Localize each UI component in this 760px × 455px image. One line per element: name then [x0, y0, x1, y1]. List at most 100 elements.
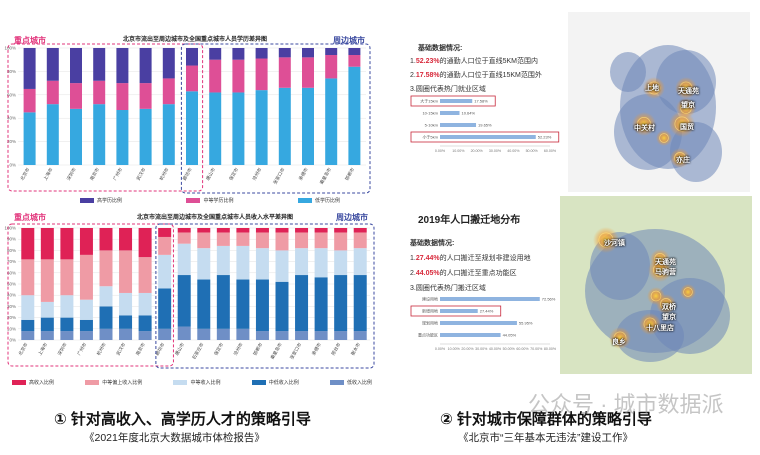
map2-hotspot-ring — [654, 253, 666, 265]
bar-0-0-11 — [278, 87, 291, 165]
map1-hotspot-ring — [679, 81, 693, 95]
right-caption: ② 针对城市保障群体的策略引导 — [440, 411, 652, 428]
edu-legend-item-0: 高学历比例 — [80, 197, 122, 204]
key-city-box — [7, 43, 204, 192]
bar-1-1-15 — [314, 277, 328, 332]
income-legend-item-2: 中等收入比例 — [173, 379, 220, 386]
bar-0-2-5 — [139, 48, 152, 84]
income-legend-label: 中低收入比例 — [268, 380, 299, 386]
edu-legend-swatch — [186, 198, 201, 203]
map1-density-area — [610, 52, 646, 92]
bar-0-0-6 — [162, 104, 175, 165]
bar-1-4-14 — [295, 228, 309, 233]
bar-1-0-12 — [255, 331, 269, 340]
edu-surround-city-tag: 周边城市 — [333, 36, 365, 45]
x-tick-label: 秦皇岛市 — [318, 166, 333, 186]
bar-1-1-6 — [138, 315, 152, 332]
map1-label-zhongguancun: 中关村 — [634, 125, 655, 132]
x-tick-label: 杭州市 — [158, 166, 171, 182]
bar-1-4-4 — [99, 228, 113, 251]
bar-1-0-7 — [158, 328, 172, 340]
income-legend-label: 高收入比例 — [29, 380, 55, 386]
map1-hotspot — [643, 77, 665, 99]
bar-1-0-2 — [60, 331, 74, 340]
bar-1-1-10 — [216, 275, 230, 329]
relocation-x-tick-label: 30.00% — [475, 347, 488, 351]
edu-legend-label: 低学历比例 — [314, 198, 340, 204]
bar-1-2-5 — [119, 292, 133, 316]
commute-x-tick-label: 20.00% — [471, 149, 484, 153]
map2-label-tiantongyuan: 天通苑 — [655, 259, 676, 266]
bar-0-2-1 — [46, 48, 59, 81]
bar-1-3-9 — [197, 232, 211, 249]
edu-legend-item-2: 低学历比例 — [297, 197, 340, 204]
relocation-heat-map — [560, 196, 752, 374]
relocation-category-label: 规划用地 — [422, 320, 438, 326]
y-tick-label: 60% — [7, 92, 16, 97]
x-tick-label: 唐山市 — [173, 341, 186, 357]
commute-category-label: 大于15km — [420, 98, 438, 104]
bar-1-2-14 — [295, 248, 309, 276]
bar-1-2-17 — [353, 248, 367, 276]
relocation-line-2: 2.44.05%的人口搬迁至重点功能区 — [410, 270, 517, 277]
bar-0-1-2 — [70, 83, 82, 109]
bar-0-0-0 — [23, 112, 36, 165]
bar-1-4-15 — [314, 228, 328, 233]
edu-legend-swatch — [80, 198, 94, 203]
commute-x-tick-label: 50.00% — [526, 149, 539, 153]
x-tick-label: 沧州市 — [232, 341, 245, 357]
map1-hotspot-ring — [647, 81, 661, 95]
bar-1-1-0 — [21, 319, 35, 332]
bar-0-1-11 — [278, 57, 291, 88]
income-legend-label: 中等收入比例 — [190, 380, 221, 386]
x-tick-label: 杭州市 — [95, 341, 108, 357]
edu-legend-swatch — [297, 198, 312, 203]
relocation-x-tick-label: 60.00% — [516, 347, 529, 351]
bar-1-3-17 — [353, 232, 367, 249]
bar-0-2-7 — [186, 48, 198, 66]
bar-1-1-2 — [60, 317, 74, 332]
relocation-line-3: 3.圆圈代表热门搬迁区域 — [410, 285, 486, 292]
bar-1-3-15 — [314, 232, 328, 249]
x-tick-label: 邢台市 — [330, 341, 343, 357]
bar-0-1-10 — [255, 58, 268, 91]
bar-1-0-8 — [177, 326, 191, 340]
bar-1-2-10 — [216, 245, 230, 276]
bar-0-0-12 — [302, 87, 314, 165]
bar-0-1-8 — [209, 59, 222, 93]
y-tick-label: 40% — [7, 116, 16, 121]
bar-0-2-0 — [23, 48, 36, 89]
bar-1-2-1 — [40, 301, 54, 318]
x-tick-label: 邯郸市 — [343, 166, 356, 182]
x-tick-label: 上海市 — [42, 166, 55, 182]
relocation-x-tick-label: 0.00% — [435, 347, 446, 351]
bar-1-4-9 — [197, 228, 211, 233]
bar-1-1-13 — [275, 281, 289, 332]
x-tick-label: 保定市 — [227, 166, 240, 182]
bar-1-4-2 — [60, 228, 74, 260]
commute-highlight-box — [410, 131, 560, 143]
income-legend: 高收入比例 中等偏上收入比例 中等收入比例 中低收入比例 低收入比例 — [12, 379, 372, 386]
commute-line-3: 3.圆圈代表热门就业区域 — [410, 86, 486, 93]
bar-1-1-8 — [177, 275, 191, 327]
relocation-category-label: 建设用地 — [422, 296, 438, 302]
commute-category-label: 5-10km — [425, 123, 439, 128]
watermark: 公众号 · 城市数据派 — [528, 392, 724, 417]
y-tick-label: 40% — [7, 293, 16, 298]
bar-1-0-6 — [138, 331, 152, 340]
bar-0-1-14 — [348, 55, 361, 67]
bar-1-0-9 — [197, 328, 211, 340]
bar-1-3-7 — [158, 236, 172, 255]
commute-highlight-box — [410, 95, 496, 107]
bar-0-2-14 — [348, 48, 361, 56]
bar-1-0-15 — [314, 331, 328, 340]
commute-bar-1 — [440, 111, 460, 115]
map1-hotspot — [675, 77, 697, 99]
relocation-landuse-chart: 0.00% 10.00% 20.00% 30.00% 40.00% 50.00% 60.00… — [410, 296, 557, 351]
bar-0-1-7 — [186, 65, 198, 92]
bar-1-0-10 — [216, 328, 230, 340]
map2-hotspot-ring — [598, 232, 614, 248]
relocation-category-label: 重点功能区 — [418, 332, 438, 338]
map1-label-tiantongyuan: 天通苑 — [678, 88, 699, 95]
income-legend-swatch — [329, 380, 344, 385]
